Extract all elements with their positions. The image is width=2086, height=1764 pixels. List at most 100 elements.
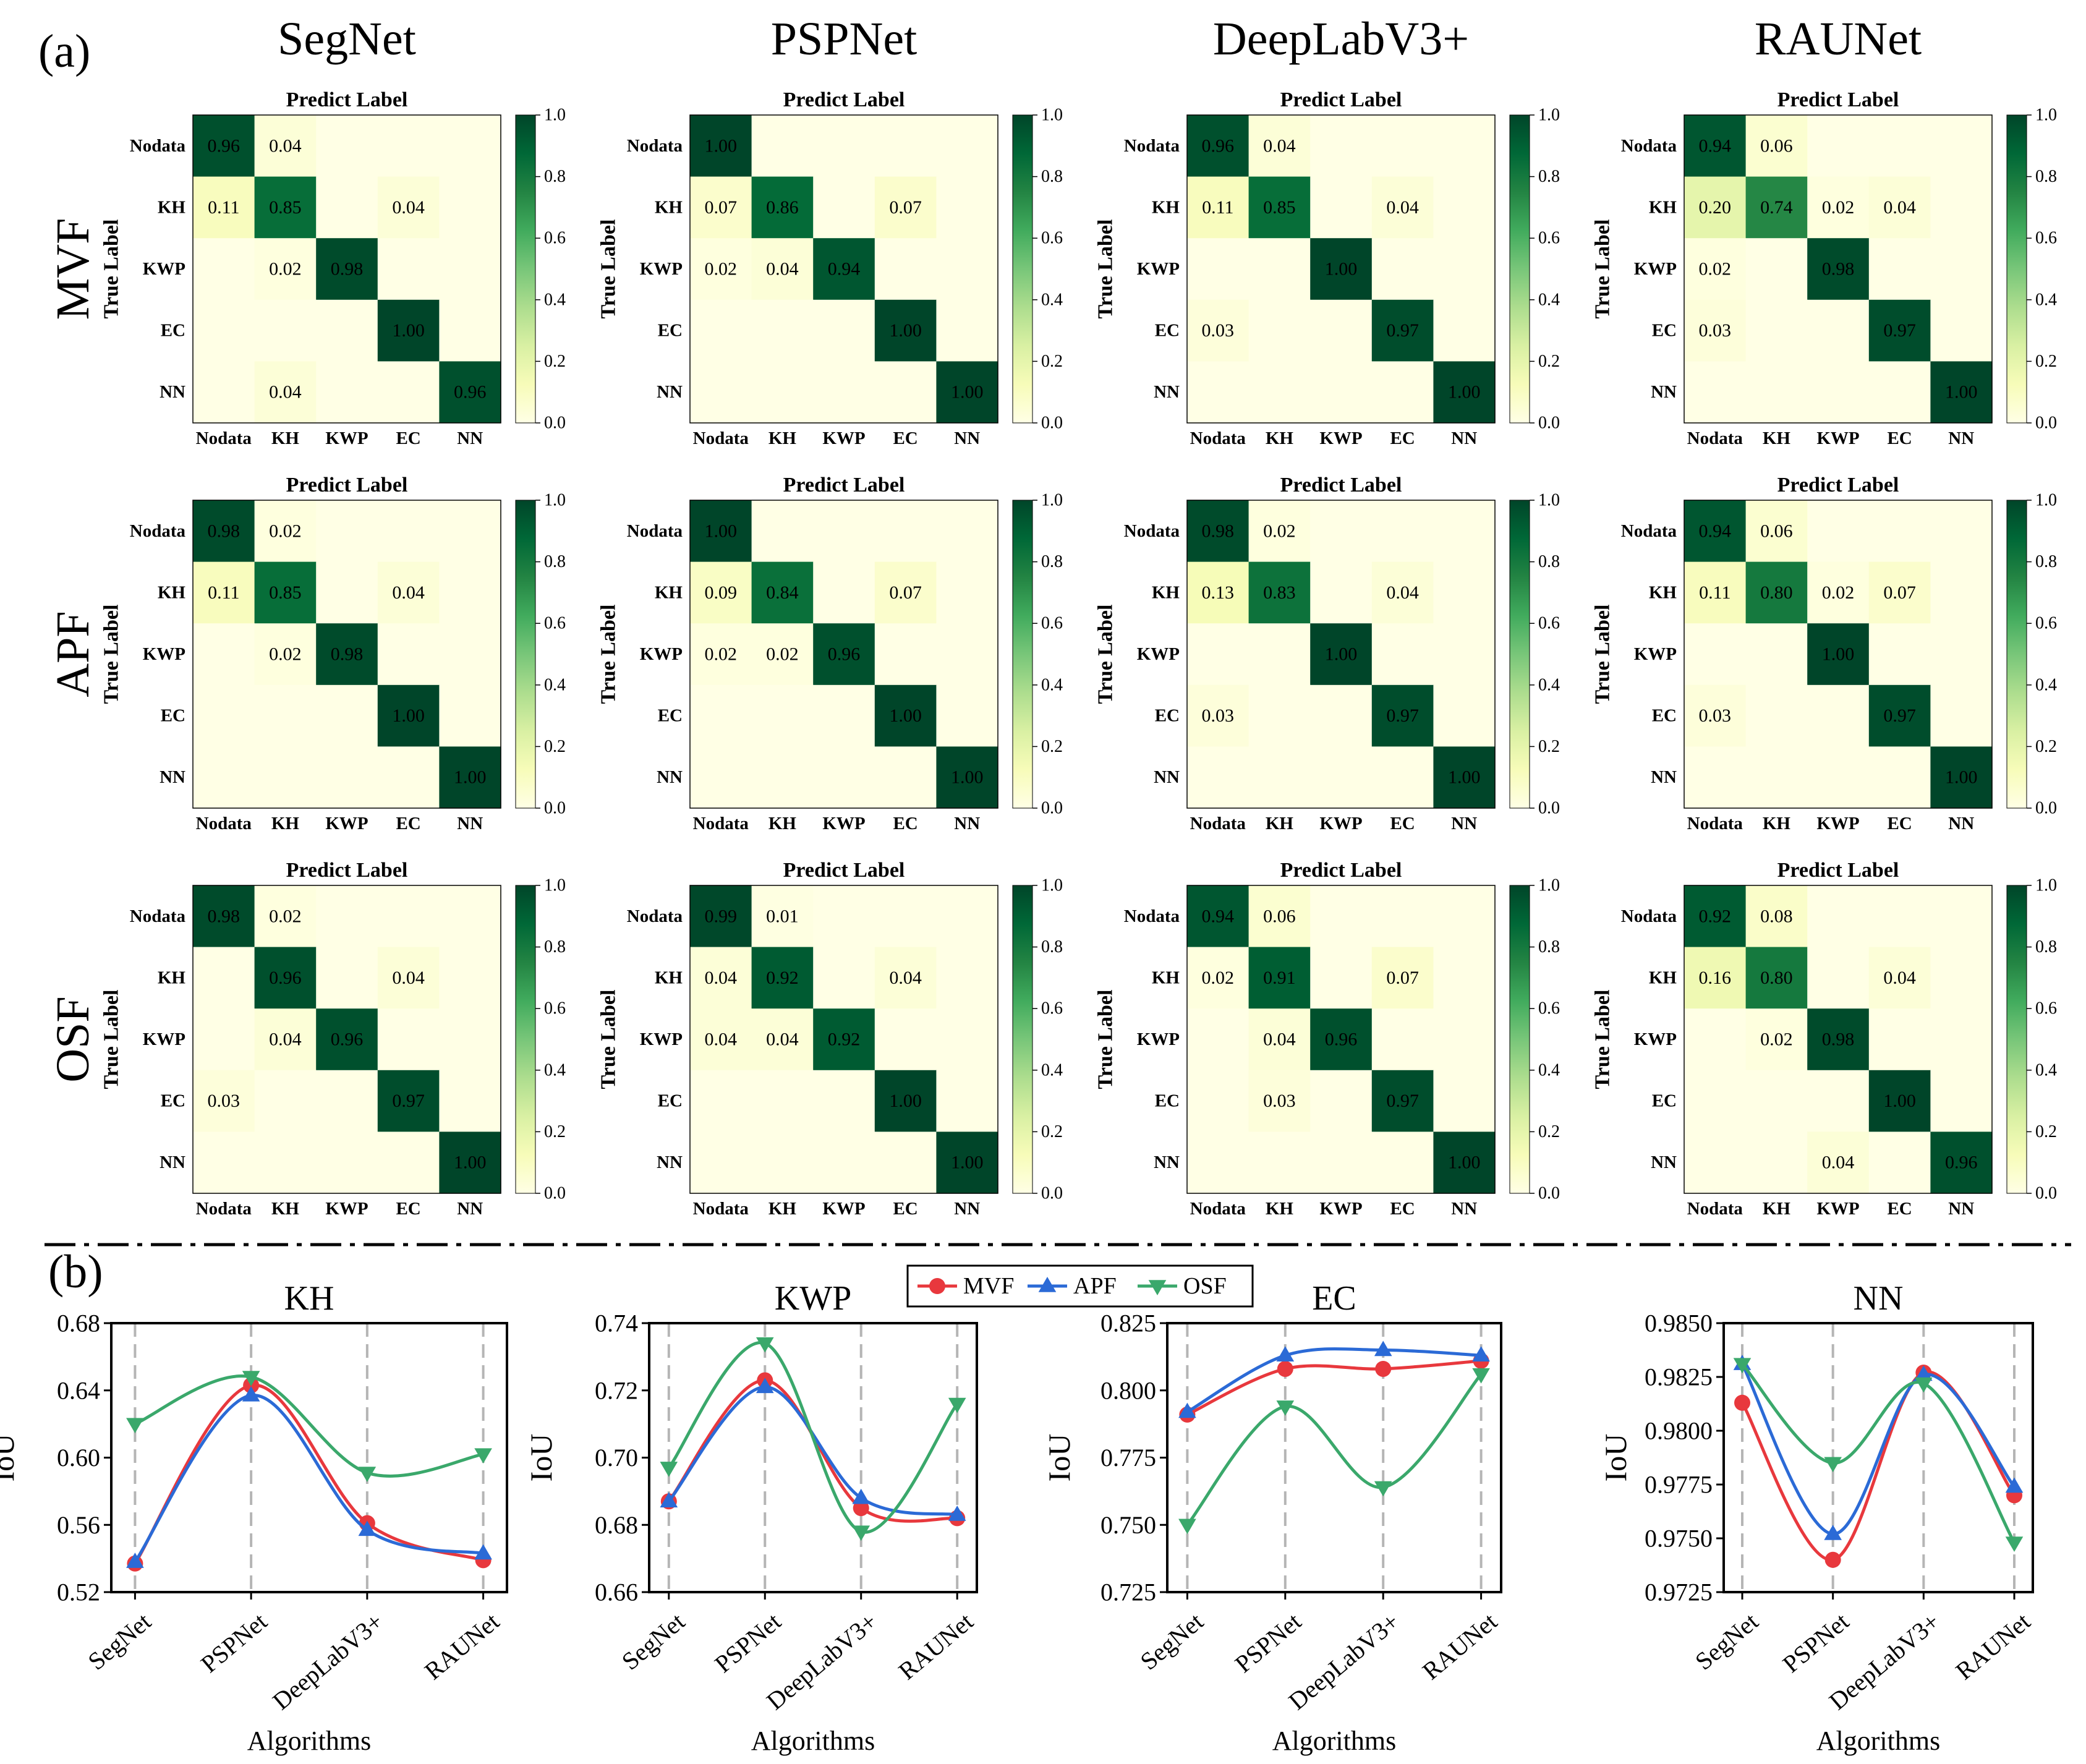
col-tick-nodata: Nodata (1687, 428, 1743, 448)
matrix-cell (690, 623, 752, 686)
matrix-cell (751, 176, 814, 239)
matrix-cell (316, 1070, 378, 1132)
matrix-cell (1868, 115, 1931, 177)
colorbar-tick-label: 1.0 (1538, 491, 1560, 510)
matrix-cell (936, 115, 998, 177)
matrix-cell (1868, 1131, 1931, 1194)
matrix-cell (1807, 1070, 1870, 1132)
matrix-cell (439, 361, 501, 424)
matrix-cell (1745, 623, 1808, 686)
cell-value: 0.02 (269, 521, 302, 541)
col-tick-kwp: KWP (822, 428, 865, 448)
cell-value: 0.03 (208, 1091, 241, 1111)
matrix-cell (1807, 1131, 1870, 1194)
matrix-cell (1868, 1008, 1931, 1071)
matrix-cell (690, 1131, 752, 1194)
matrix-cell (254, 746, 317, 809)
matrix-cell (1868, 361, 1931, 424)
true-label-title: True Label (1094, 219, 1117, 319)
cell-value: 1.00 (1945, 767, 1978, 788)
matrix-cell (1248, 361, 1311, 424)
cell-value: 0.97 (392, 1091, 425, 1111)
matrix-cell (377, 1070, 440, 1132)
matrix-cell (1930, 1008, 1993, 1071)
matrix-cell (1684, 1008, 1747, 1071)
col-tick-nn: NN (1451, 428, 1477, 448)
colorbar-tick-label: 0.0 (1538, 799, 1560, 818)
matrix-cell (254, 361, 317, 424)
matrix-cell (439, 500, 501, 563)
col-tick-nodata: Nodata (693, 428, 749, 448)
col-tick-kwp: KWP (1816, 814, 1859, 833)
colorbar-tick-label: 0.2 (544, 1122, 566, 1141)
colorbar-tick-label: 0.6 (1538, 999, 1560, 1018)
confusion-matrix-pspnet-apf: 1.00 0.09 0.84 0.07 0.02 0.02 0.96 1.00 1.00 Pred… (597, 474, 1063, 833)
colorbar-tick-label: 0.6 (2035, 614, 2057, 633)
matrix-cell (813, 238, 875, 300)
matrix-cell (1684, 561, 1747, 624)
col-tick-kwp: KWP (325, 428, 368, 448)
matrix-cell (874, 947, 937, 1009)
matrix-cell (751, 684, 814, 747)
matrix-cell (1807, 238, 1870, 300)
cell-value: 1.00 (1448, 1153, 1481, 1173)
cell-value: 0.94 (1202, 906, 1235, 926)
matrix-cell (1684, 623, 1747, 686)
matrix-cell (193, 361, 255, 424)
data-point-osf (1374, 1481, 1392, 1497)
colorbar-tick-label: 0.4 (544, 675, 566, 694)
y-tick-label: 0.9850 (1645, 1310, 1713, 1337)
matrix-cell (1745, 561, 1808, 624)
matrix-cell (193, 1131, 255, 1194)
matrix-cell (690, 500, 752, 563)
cell-value: 0.96 (1202, 135, 1235, 156)
matrix-cell (1248, 299, 1311, 362)
matrix-cell (1930, 115, 1993, 177)
matrix-cell (1684, 115, 1747, 177)
colorbar-tick-label: 0.0 (2035, 1184, 2057, 1203)
col-tick-kwp: KWP (1319, 1199, 1362, 1219)
cell-value: 0.98 (1822, 1029, 1855, 1050)
matrix-cell (874, 500, 937, 563)
matrix-cell (316, 885, 378, 948)
matrix-cell (1187, 1008, 1249, 1071)
row-tick-kwp: KWP (1634, 259, 1677, 279)
confusion-matrix-raunet-osf: 0.92 0.08 0.16 0.80 0.04 0.02 0.98 1.00 0.04 0.96… (1591, 859, 2058, 1219)
predict-label-title: Predict Label (1777, 474, 1899, 496)
matrix-cell (751, 947, 814, 1009)
x-tick-label-pspnet: PSPNet (195, 1607, 272, 1677)
colorbar-tick-label: 0.6 (1041, 614, 1063, 633)
row-tick-ec: EC (1652, 1091, 1677, 1111)
col-tick-kwp: KWP (1816, 428, 1859, 448)
y-tick-label: 0.56 (57, 1511, 100, 1539)
matrix-cell (1930, 684, 1993, 747)
matrix-cell (1930, 561, 1993, 624)
col-tick-kwp: KWP (822, 1199, 865, 1219)
matrix-cell (751, 500, 814, 563)
matrix-cell (193, 238, 255, 300)
matrix-cell (316, 238, 378, 300)
matrix-cell (936, 561, 998, 624)
colorbar-tick-label: 0.8 (1538, 552, 1560, 571)
matrix-cell (1684, 299, 1747, 362)
matrix-cell (316, 1131, 378, 1194)
y-tick-label: 0.72 (595, 1376, 638, 1404)
x-tick-label-raunet: RAUNet (1417, 1607, 1502, 1685)
matrix-cell (1930, 361, 1993, 424)
cell-value: 0.16 (1699, 968, 1732, 988)
confusion-matrix-pspnet-mvf: 1.00 0.07 0.86 0.07 0.02 0.04 0.94 1.00 1.00 Pred… (597, 88, 1063, 448)
data-point-osf (1472, 1368, 1490, 1384)
row-tick-kwp: KWP (143, 644, 185, 664)
data-point-apf (242, 1386, 260, 1402)
matrix-cell (1310, 500, 1373, 563)
col-tick-nodata: Nodata (196, 814, 252, 833)
colorbar-tick-label: 1.0 (2035, 106, 2057, 125)
colorbar (1509, 114, 1530, 424)
matrix-cell (813, 623, 875, 686)
data-point-apf (358, 1520, 377, 1536)
row-tick-kh: KH (655, 197, 683, 217)
matrix-cell (751, 361, 814, 424)
matrix-cell (1371, 684, 1434, 747)
colorbar-tick-label: 1.0 (1538, 876, 1560, 895)
